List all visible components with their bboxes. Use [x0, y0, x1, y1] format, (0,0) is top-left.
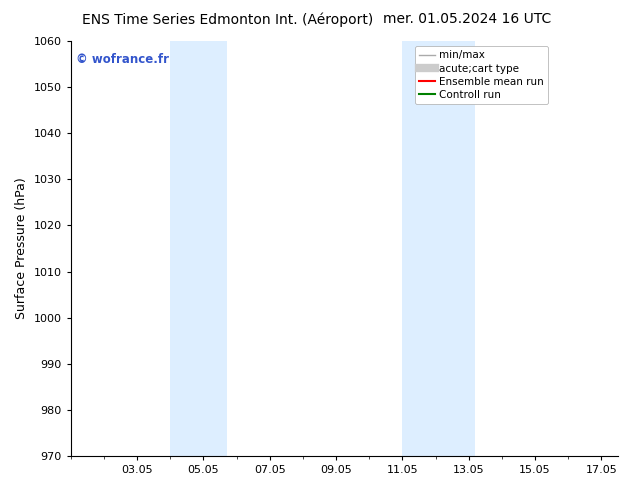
Text: mer. 01.05.2024 16 UTC: mer. 01.05.2024 16 UTC [384, 12, 552, 26]
Text: ENS Time Series Edmonton Int. (Aéroport): ENS Time Series Edmonton Int. (Aéroport) [82, 12, 373, 27]
Y-axis label: Surface Pressure (hPa): Surface Pressure (hPa) [15, 178, 28, 319]
Bar [403, 41, 476, 456]
Bar [170, 41, 226, 456]
Text: © wofrance.fr: © wofrance.fr [76, 53, 169, 67]
Legend: min/max, acute;cart type, Ensemble mean run, Controll run: min/max, acute;cart type, Ensemble mean … [415, 46, 548, 104]
